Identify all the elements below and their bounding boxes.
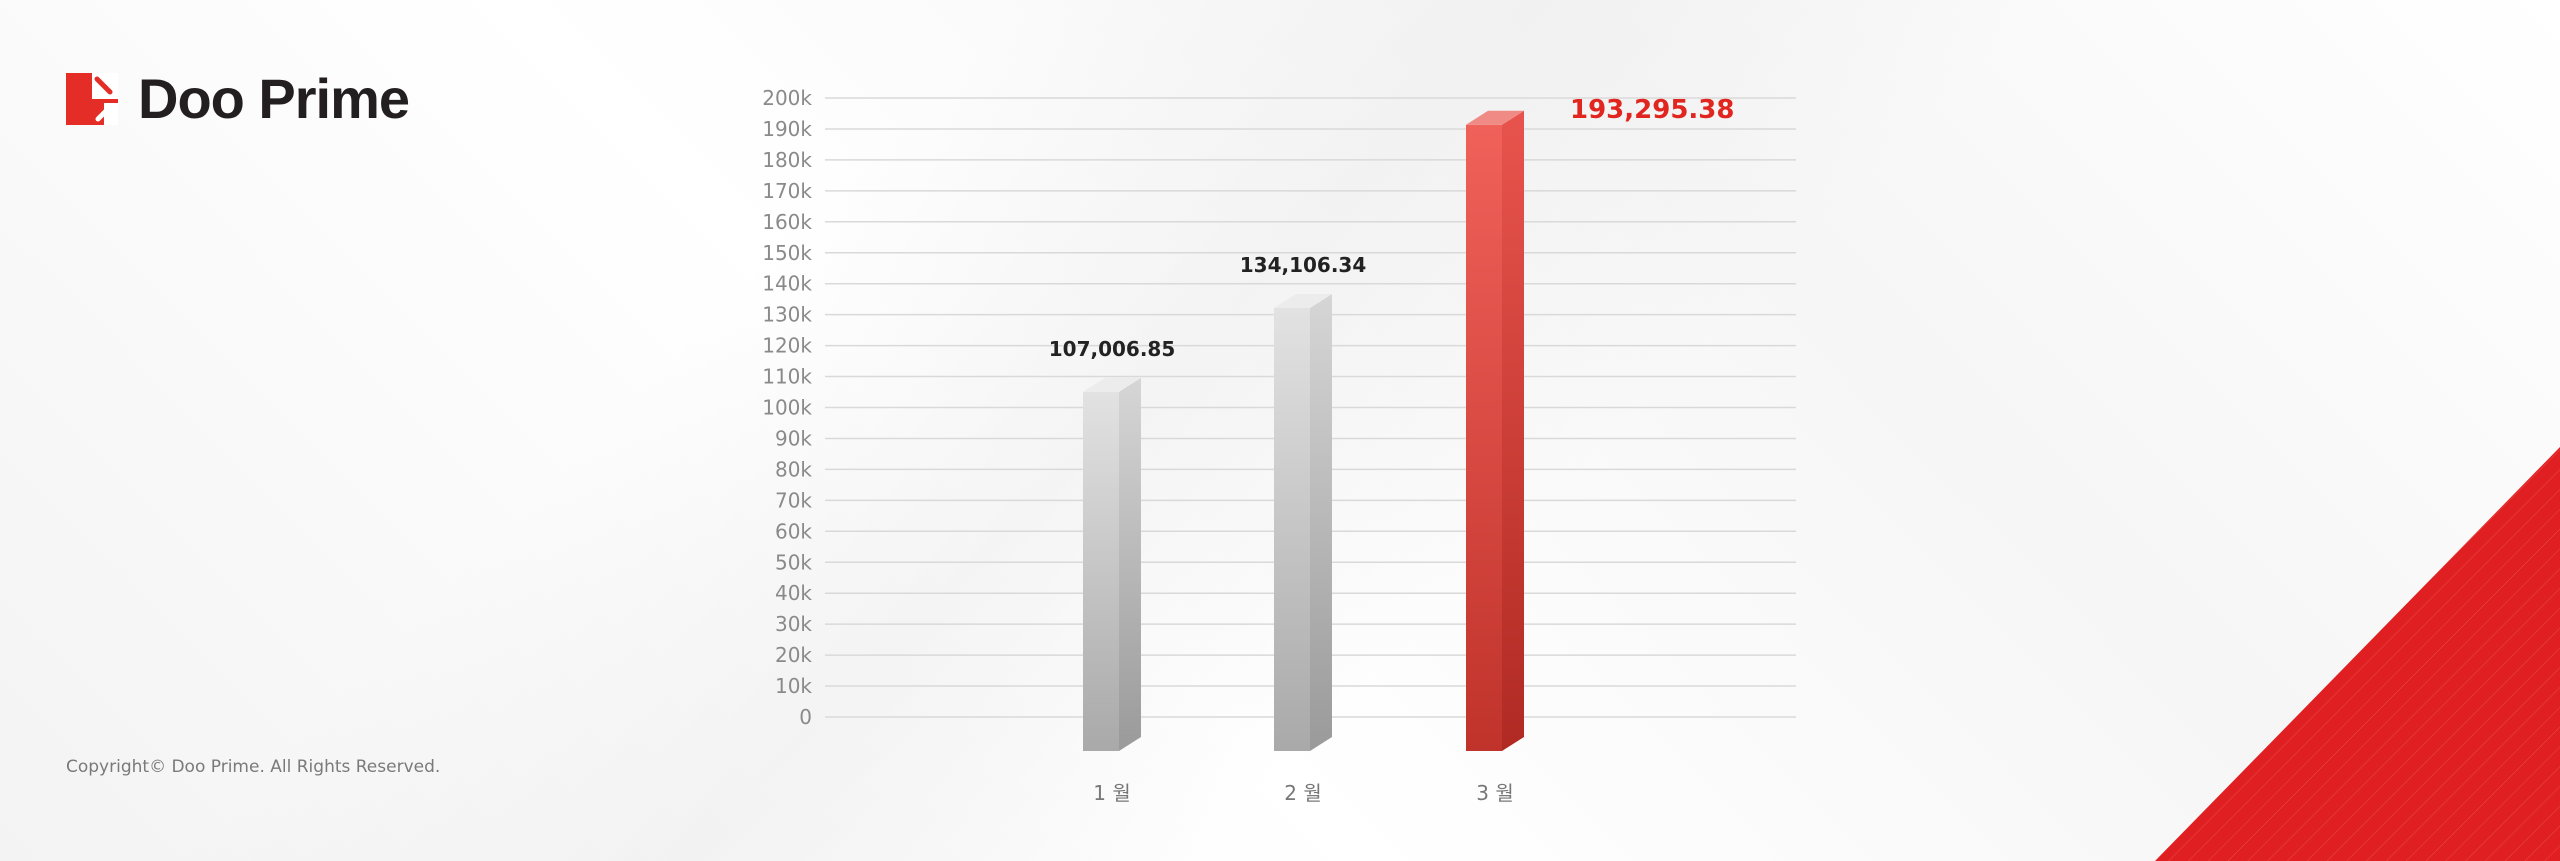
- y-tick-label: 30k: [775, 612, 812, 636]
- y-tick-label: 40k: [775, 581, 812, 605]
- y-tick-label: 90k: [775, 426, 812, 450]
- y-tick-label: 150k: [762, 241, 812, 265]
- bar-side-face: [1119, 377, 1141, 751]
- y-tick-label: 50k: [775, 550, 812, 574]
- brand-name: Doo Prime: [138, 67, 410, 130]
- y-tick-label: 130k: [762, 303, 812, 327]
- y-tick-label: 110k: [762, 365, 812, 389]
- x-tick-label: 3 월: [1476, 781, 1513, 805]
- y-tick-label: 10k: [775, 674, 812, 698]
- data-label: 134,106.34: [1240, 253, 1367, 277]
- y-tick-label: 180k: [762, 148, 812, 172]
- copyright-text: Copyright© Doo Prime. All Rights Reserve…: [66, 757, 441, 777]
- bar-top-face: [1083, 377, 1141, 392]
- y-tick-label: 140k: [762, 272, 812, 296]
- y-tick-label: 170k: [762, 179, 812, 203]
- y-tick-label: 190k: [762, 117, 812, 141]
- y-tick-label: 200k: [762, 86, 812, 110]
- data-label: 107,006.85: [1049, 337, 1176, 361]
- y-tick-label: 60k: [775, 519, 812, 543]
- bar-front-face: [1274, 307, 1310, 751]
- data-label: 193,295.38: [1570, 95, 1734, 125]
- bar-front-face: [1083, 391, 1119, 751]
- y-tick-label: 160k: [762, 210, 812, 234]
- bar-side-face: [1502, 110, 1524, 752]
- bar-top-face: [1466, 110, 1524, 125]
- y-tick-label: 20k: [775, 643, 812, 667]
- brand-logo: Doo Prime: [66, 66, 410, 131]
- y-tick-label: 100k: [762, 396, 812, 420]
- y-tick-label: 80k: [775, 457, 812, 481]
- y-tick-label: 70k: [775, 488, 812, 512]
- y-tick-label: 120k: [762, 334, 812, 358]
- y-tick-label: 0: [799, 705, 812, 729]
- doo-prime-logo-icon: [66, 72, 118, 125]
- x-tick-label: 2 월: [1284, 781, 1321, 805]
- bar-top-face: [1274, 293, 1332, 308]
- bar-side-face: [1310, 293, 1332, 751]
- x-tick-label: 1 월: [1093, 781, 1130, 805]
- bar-front-face: [1466, 124, 1502, 752]
